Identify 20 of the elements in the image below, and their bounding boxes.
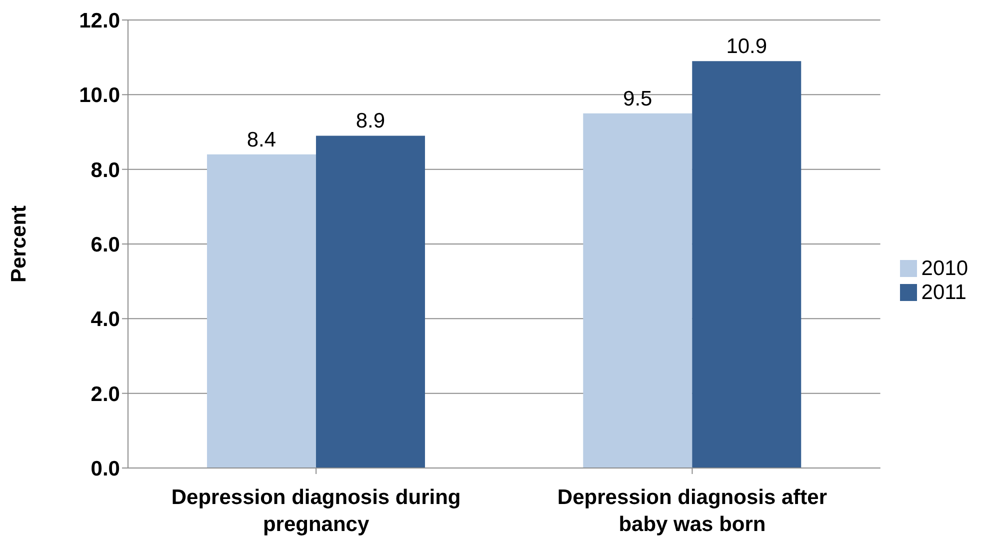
- legend-label: 2010: [921, 256, 968, 280]
- y-tick-label: 6.0: [90, 233, 120, 256]
- y-tick-label: 12.0: [79, 9, 120, 32]
- y-axis-title: Percent: [7, 205, 30, 283]
- x-tick-label: Depression diagnosis during pregnancy: [171, 486, 461, 536]
- x-tick-label: Depression diagnosis after baby was born: [557, 486, 827, 536]
- legend-label: 2011: [921, 280, 966, 304]
- bar: [206, 154, 316, 468]
- data-label: 9.5: [623, 87, 652, 110]
- y-tick-label: 2.0: [90, 382, 120, 406]
- bar: [583, 113, 692, 468]
- y-tick-label: 4.0: [90, 308, 120, 332]
- y-tick-label: 0.0: [90, 457, 120, 480]
- bar: [316, 136, 425, 468]
- y-tick-label: 10.0: [79, 84, 120, 108]
- data-label: 10.9: [726, 35, 768, 58]
- y-tick-label: 8.0: [90, 158, 120, 182]
- data-label: 8.4: [246, 128, 276, 152]
- bar: [692, 61, 802, 468]
- data-label: 8.9: [356, 110, 386, 133]
